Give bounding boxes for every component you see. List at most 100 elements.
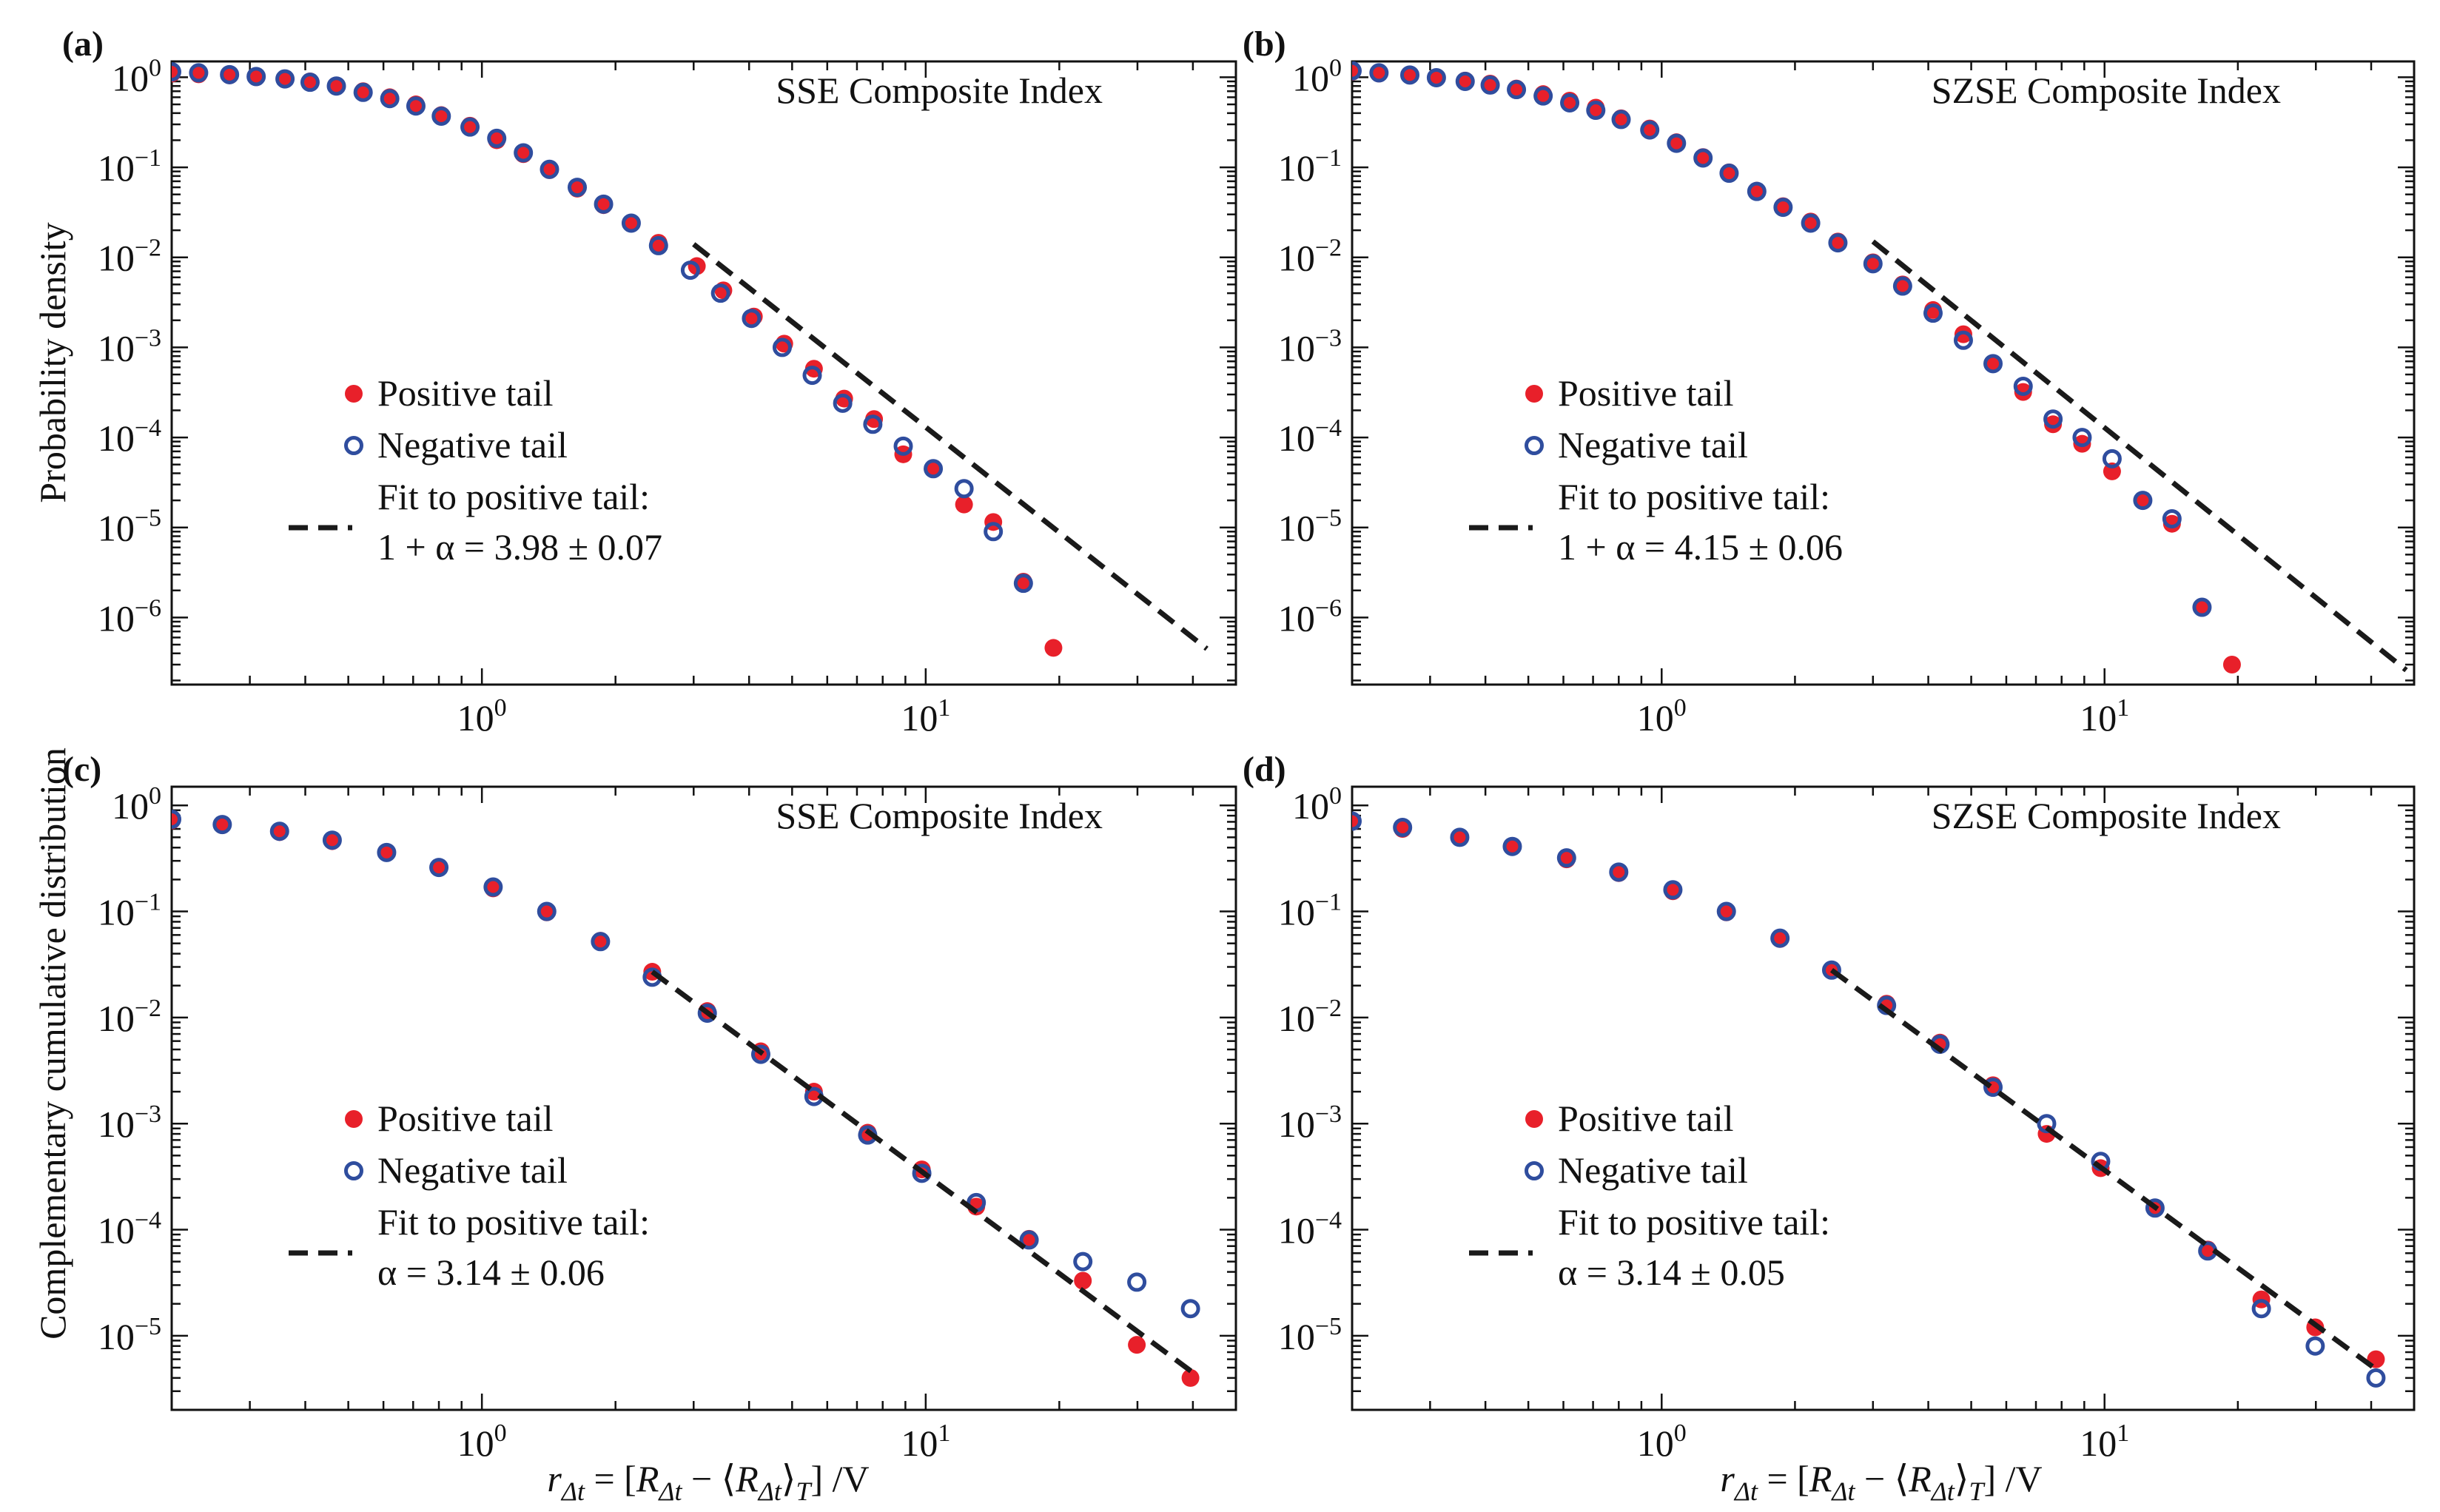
panel-title: SZSE Composite Index — [1932, 70, 2281, 111]
y-tick-label: 100 — [1292, 782, 1342, 827]
negative-point — [172, 62, 181, 82]
negative-point — [742, 309, 762, 329]
panel-d: 100 101 100 10−1 10−2 10−3 10−4 10−5 SZSE Compos… — [1243, 750, 2416, 1464]
negative-point — [429, 858, 449, 878]
panels: 100 101 100 10−1 10−2 10−3 10−4 10−5 10−6 SSE Com… — [62, 24, 2416, 1464]
negative-point — [1450, 827, 1470, 847]
negative-point — [275, 69, 295, 89]
negative-point — [1426, 67, 1446, 87]
positive-point — [1181, 1368, 1200, 1387]
positive-point — [2014, 383, 2032, 401]
negative-point — [2192, 597, 2212, 617]
negative-point — [2145, 1198, 2165, 1218]
positive-point — [1044, 639, 1063, 657]
negative-point — [1983, 354, 2003, 374]
legend: Positive tail Negative tail Fit to positiv… — [1469, 372, 1843, 568]
plot-frame — [170, 60, 1237, 686]
negative-point — [1556, 848, 1576, 868]
negative-point — [2305, 1336, 2325, 1356]
negative-point — [2072, 428, 2092, 448]
negative-point — [326, 76, 346, 96]
negative-point — [1953, 330, 1973, 350]
y-tick-label: 10−1 — [1278, 144, 1342, 189]
legend-positive-marker — [1525, 385, 1543, 403]
negative-point — [212, 815, 232, 835]
x-axis-label-left: rΔt = [RΔt − ⟨RΔt⟩T] /V — [547, 1458, 869, 1506]
negative-point — [697, 1003, 717, 1023]
positive-point — [1074, 1271, 1092, 1290]
legend-negative-marker — [344, 436, 363, 455]
negative-point — [1667, 133, 1687, 153]
negative-point — [322, 830, 342, 850]
negative-point — [591, 932, 611, 952]
fit-line — [692, 242, 1209, 651]
panel-title: SSE Composite Index — [776, 795, 1103, 836]
y-tick-label: 10−2 — [98, 995, 161, 1039]
legend-positive-label: Positive tail — [1558, 372, 1734, 414]
negative-point — [863, 414, 883, 434]
panel-letter: (d) — [1243, 750, 1286, 789]
negative-point — [514, 143, 534, 163]
negative-point — [540, 159, 559, 179]
legend-fit-value: 1 + α = 3.98 ± 0.07 — [377, 526, 662, 568]
negative-point — [2251, 1299, 2271, 1319]
legend: Positive tail Negative tail Fit to positiv… — [289, 372, 662, 568]
negative-point — [172, 809, 181, 829]
y-tick-label: 10−6 — [1278, 594, 1342, 639]
negative-point — [2162, 508, 2182, 528]
y-tick-label: 10−2 — [98, 235, 161, 279]
data-layer — [172, 62, 1209, 657]
negative-point — [1393, 817, 1413, 837]
negative-point — [893, 436, 913, 456]
legend-positive-marker — [345, 1110, 363, 1128]
panel-letter: (a) — [62, 24, 104, 64]
legend-fit-label: Fit to positive tail: — [1558, 476, 1830, 517]
y-axis-label-bottom: Complementary cumulative distribution — [32, 747, 73, 1340]
negative-point — [1073, 1251, 1093, 1271]
negative-point — [1455, 71, 1475, 91]
negative-point — [2043, 409, 2063, 429]
panel-letter: (c) — [62, 750, 101, 789]
negative-point — [1480, 75, 1500, 95]
negative-point — [1719, 164, 1739, 184]
negative-point — [1352, 61, 1362, 81]
data-layer — [1352, 811, 2386, 1388]
negative-point — [1640, 120, 1660, 140]
negative-point — [220, 64, 240, 84]
positive-point — [1128, 1336, 1146, 1354]
negative-point — [406, 96, 426, 116]
negative-point — [460, 117, 480, 137]
panel-a: 100 101 100 10−1 10−2 10−3 10−4 10−5 10−6 SSE Com… — [62, 24, 1237, 739]
negative-point — [621, 213, 641, 233]
y-tick-label: 10−1 — [98, 144, 161, 189]
fit-line — [1871, 239, 2408, 673]
negative-point — [2013, 376, 2033, 396]
positive-point — [865, 410, 884, 429]
negative-point — [1609, 862, 1629, 882]
x-tick-label: 100 — [1637, 1419, 1687, 1464]
y-tick-label: 10−3 — [98, 1101, 161, 1145]
y-tick-label: 10−5 — [1278, 1313, 1342, 1357]
negative-point — [246, 67, 266, 87]
legend-fit-value: 1 + α = 4.15 ± 0.06 — [1558, 526, 1843, 568]
negative-point — [269, 821, 289, 841]
negative-point — [750, 1044, 770, 1064]
y-tick-label: 10−3 — [98, 324, 161, 369]
legend-positive-label: Positive tail — [1558, 1098, 1734, 1139]
negative-point — [1019, 1230, 1039, 1250]
negative-point — [912, 1163, 932, 1183]
legend-positive-marker — [345, 385, 363, 403]
legend-positive-marker — [1525, 1110, 1543, 1128]
y-tick-label: 10−3 — [1278, 324, 1342, 369]
y-tick-label: 10−3 — [1278, 1101, 1342, 1145]
y-tick-label: 10−4 — [1278, 1207, 1342, 1251]
y-tick-label: 10−4 — [98, 1207, 161, 1251]
x-tick-label: 101 — [901, 694, 950, 739]
negative-point — [680, 261, 700, 280]
negative-point — [1013, 574, 1033, 594]
negative-point — [300, 73, 320, 93]
legend-negative-label: Negative tail — [377, 424, 568, 466]
legend: Positive tail Negative tail Fit to positiv… — [1469, 1098, 1830, 1293]
negative-point — [984, 522, 1004, 542]
